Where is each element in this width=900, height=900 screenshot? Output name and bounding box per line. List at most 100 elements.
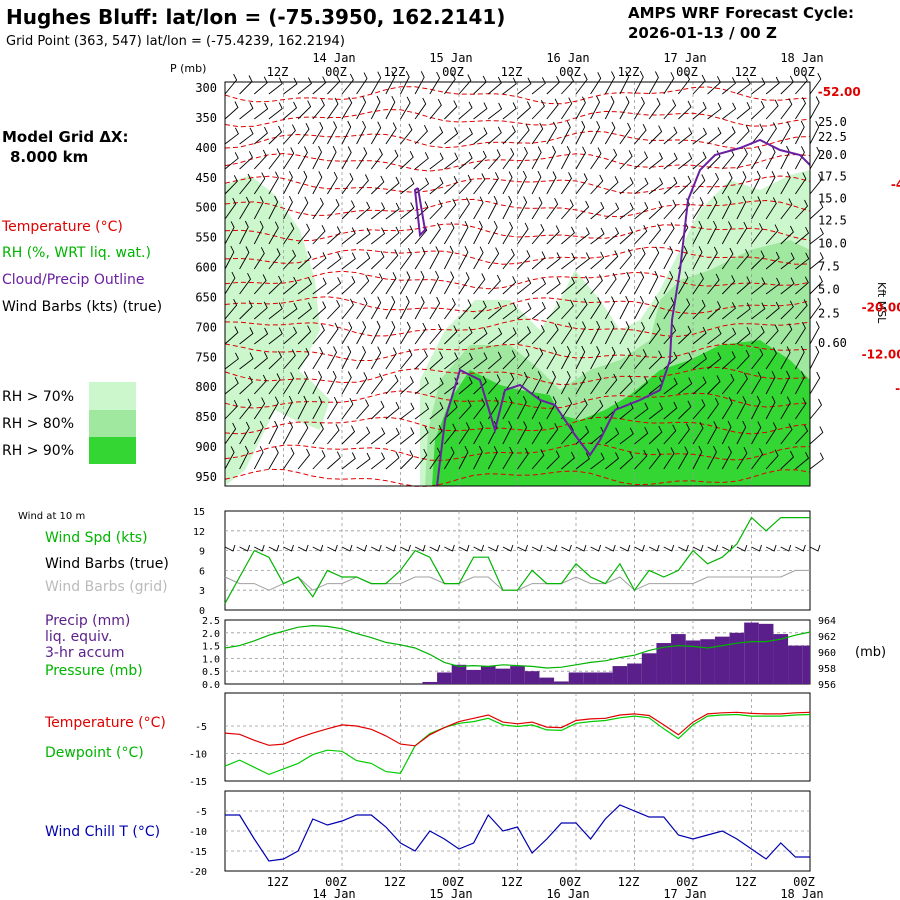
wind-barb (561, 322, 573, 345)
wind-barb (634, 224, 648, 245)
wind-barb (341, 371, 352, 395)
wind-barb (371, 452, 386, 470)
wind-barb (224, 399, 238, 420)
wind-barb (473, 127, 488, 145)
wind-barb (619, 295, 630, 320)
wind-barb (341, 146, 352, 170)
wind-barb (517, 123, 530, 145)
wind-barb (648, 425, 663, 445)
wind-barb (297, 347, 310, 370)
wind-barb (736, 195, 747, 220)
wind-barb (297, 250, 312, 270)
wind-barb (590, 120, 601, 145)
wind-barb (736, 349, 750, 370)
wind-barb (561, 172, 573, 195)
wind-barb (561, 424, 574, 445)
wind-barb (283, 249, 297, 270)
isotherm-label: -40.00 (891, 177, 900, 191)
wind-barb (385, 226, 400, 245)
precip-bar (627, 663, 642, 684)
isotherm-label: -12.00 (862, 347, 900, 361)
wind-barb (239, 352, 254, 370)
wind-barb (707, 397, 719, 420)
surface-wind-barb (385, 544, 397, 552)
wind-barb (239, 220, 249, 245)
wind-barb (487, 149, 501, 170)
surface-wind-barb (312, 544, 324, 552)
wind-barb (546, 252, 561, 270)
windchill-tick: -15 (189, 847, 207, 858)
wind-barb (634, 177, 649, 195)
wind-barb (751, 77, 766, 95)
wind-barb (253, 420, 264, 445)
wind-barb (327, 423, 340, 445)
wind-barb (268, 275, 283, 295)
wind-barb (648, 152, 663, 170)
wind-barb (297, 448, 311, 470)
wind-barb (400, 150, 414, 170)
wind-barb (546, 145, 557, 170)
wind-barb (473, 196, 484, 220)
wind-barb (253, 247, 265, 270)
wind-barb (809, 227, 824, 245)
wind-barb (224, 152, 239, 170)
wind-barb (648, 177, 664, 195)
wind-barb (517, 277, 532, 295)
wind-barb (575, 452, 590, 470)
wind-barb (707, 327, 722, 345)
wind-barb (239, 246, 250, 270)
precip-bar (802, 645, 810, 684)
wind-barb (458, 445, 469, 470)
wind-barb (575, 73, 588, 95)
wind-barb (546, 225, 560, 245)
height-tick-label: 10.0 (818, 237, 847, 251)
wind-barb (502, 125, 516, 145)
isotherm-line (224, 416, 811, 435)
surface-wind-barb (268, 544, 280, 552)
windchill-tick: -5 (195, 807, 207, 818)
rh-shading-region-1 (260, 350, 330, 430)
height-tick-label: 12.5 (818, 213, 847, 227)
surface-wind-barb (400, 544, 411, 552)
surface-wind-barb (488, 544, 499, 552)
wind-barb (765, 395, 776, 420)
isotherm-line (224, 175, 811, 194)
wind-barb (634, 96, 645, 120)
wind-barb (444, 352, 459, 370)
wind-barb (370, 148, 383, 170)
wind-barb (531, 99, 545, 120)
wind-barb (692, 151, 707, 170)
wind-barb (429, 152, 444, 170)
wind-barb (575, 398, 588, 420)
wind-barb (444, 152, 459, 170)
wind-barb (575, 252, 590, 270)
wind-barb (224, 422, 237, 445)
pressure-tick-label: 500 (195, 201, 217, 215)
wind-barb (268, 446, 279, 470)
wind-barb (809, 96, 820, 120)
wind-barb (400, 225, 414, 245)
wind-barb (312, 323, 325, 345)
top-time-tick: 12Z (735, 65, 757, 79)
wind-barb (487, 220, 498, 245)
isotherm-line (224, 366, 811, 386)
precip-bar (685, 640, 701, 684)
wind-barb (561, 199, 574, 220)
wind-barb (809, 321, 820, 345)
wind-barb (765, 422, 777, 445)
surface-wind-barb (517, 544, 528, 552)
wind-barb (400, 96, 411, 120)
wind-barb (751, 277, 766, 295)
wind-barb (239, 272, 252, 295)
wind-barb (634, 201, 649, 220)
wind-barb (590, 227, 605, 245)
wind-barb (268, 327, 283, 345)
wind-barb (326, 145, 337, 170)
top-time-tick: 12Z (267, 65, 289, 79)
wind-barb (795, 172, 807, 195)
wind-barb (692, 399, 706, 420)
wind-barb (809, 297, 822, 320)
surface-wind-barb (678, 544, 689, 552)
wind-barb (312, 252, 327, 270)
